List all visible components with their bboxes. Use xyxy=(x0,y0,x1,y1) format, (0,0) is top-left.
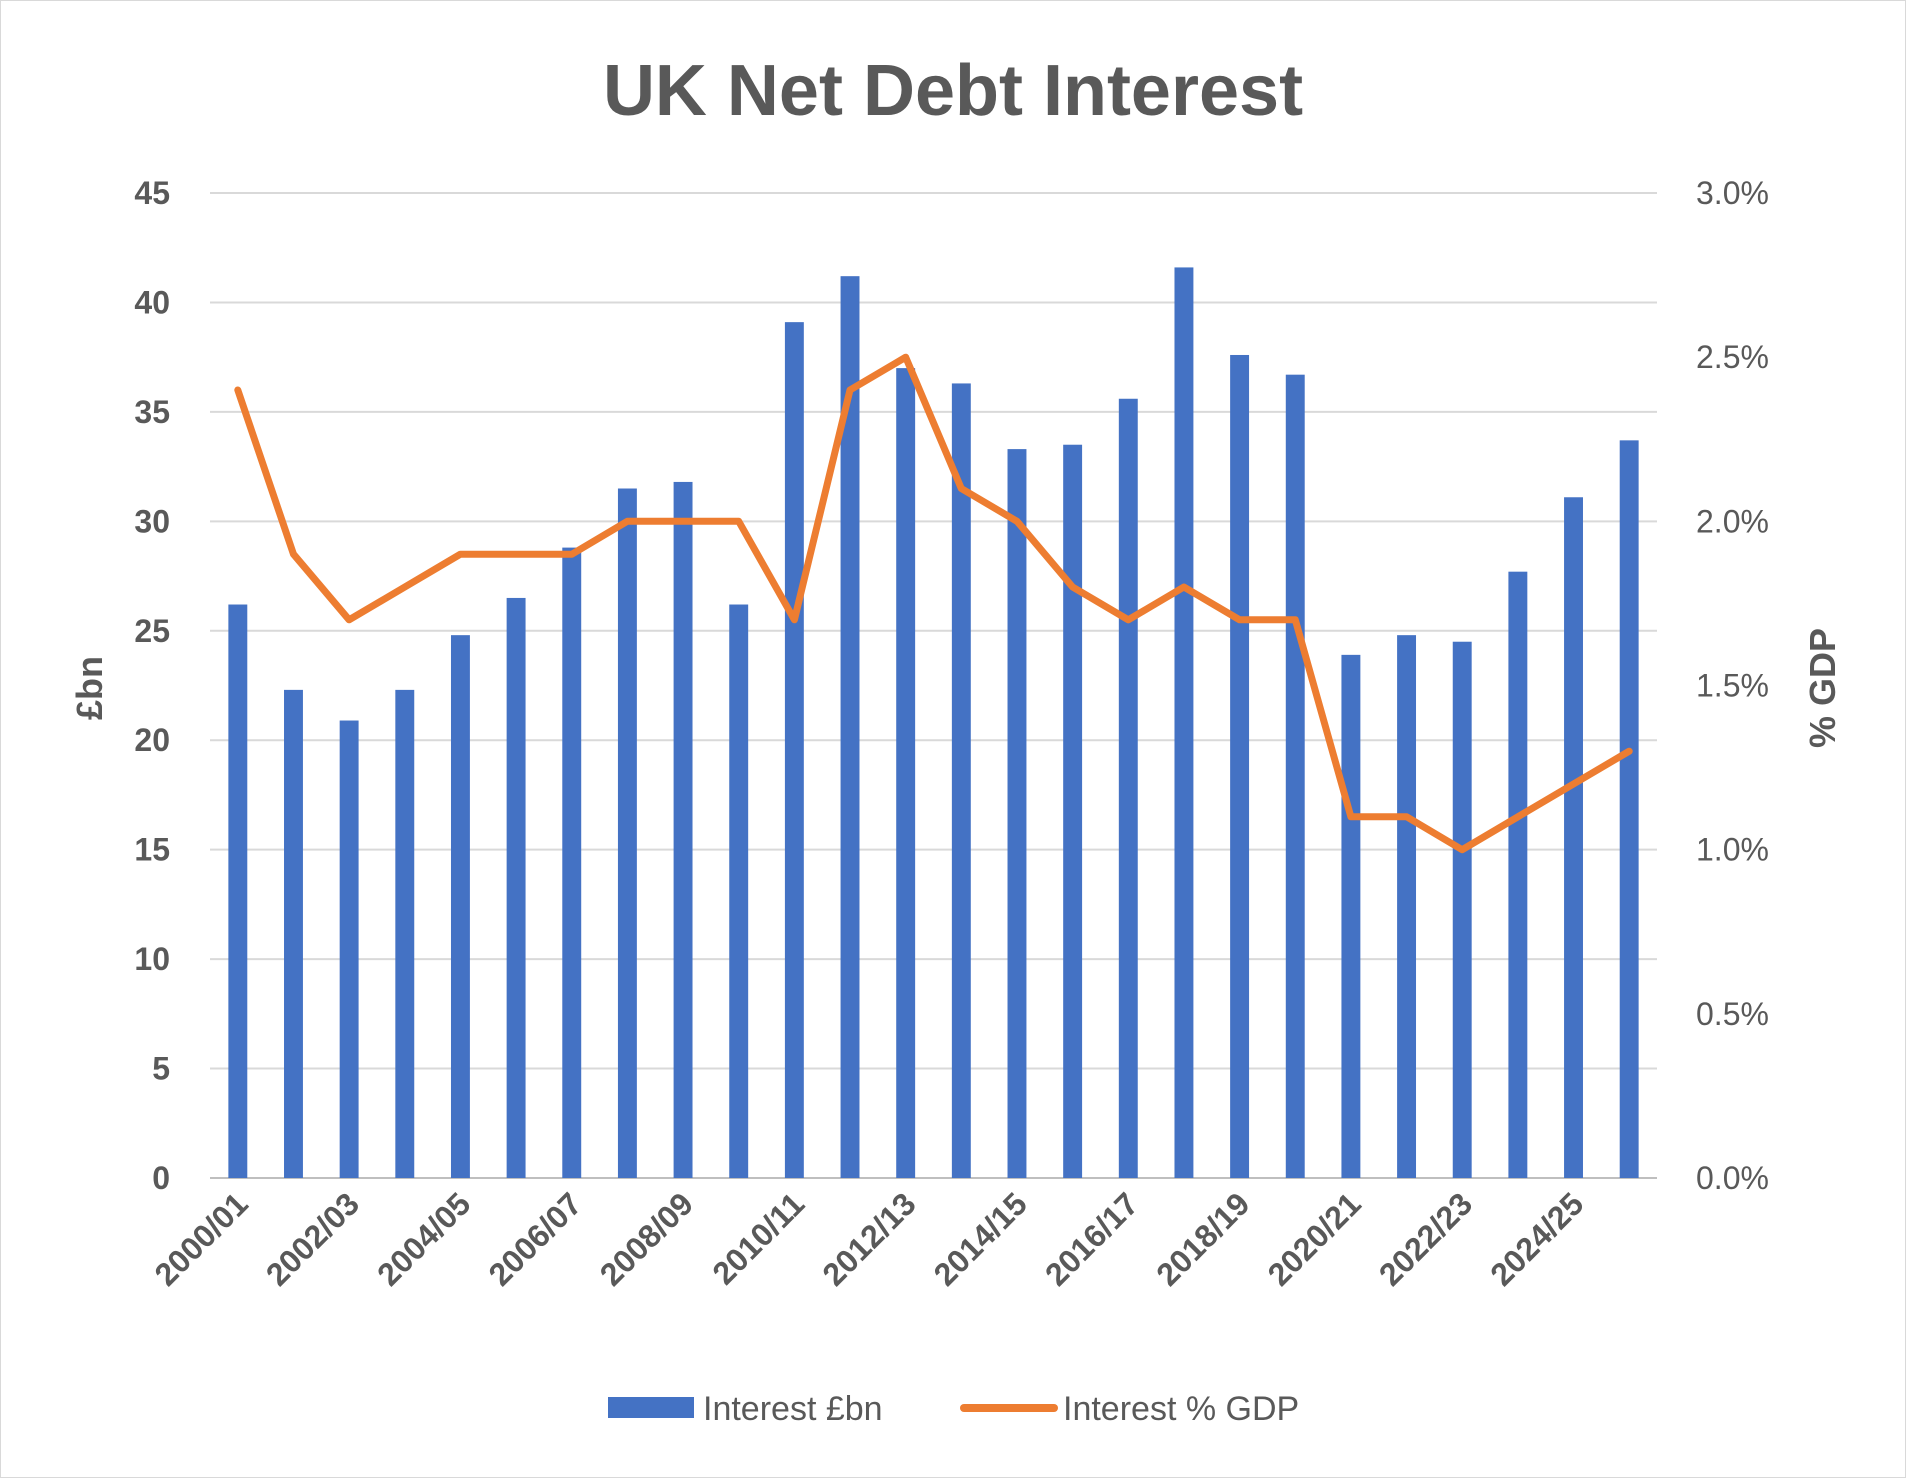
bar xyxy=(617,488,637,1178)
x-tick-label: 2016/17 xyxy=(1038,1185,1145,1292)
left-tick-label: 35 xyxy=(134,394,170,430)
bar xyxy=(450,635,470,1178)
legend-swatch-bar xyxy=(608,1397,694,1418)
x-tick-label: 2024/25 xyxy=(1483,1185,1590,1292)
bar xyxy=(1230,354,1250,1178)
x-axis-ticks: 2000/01 2002/03 2004/05 2006/07 2008/09 2010/… xyxy=(148,1185,1591,1292)
right-tick-label: 2.5% xyxy=(1696,339,1769,375)
x-tick-label: 2006/07 xyxy=(481,1185,588,1292)
x-tick-label: 2004/05 xyxy=(370,1185,477,1292)
x-tick-label: 2010/11 xyxy=(705,1185,811,1291)
x-tick-label: 2022/23 xyxy=(1372,1185,1479,1292)
bar xyxy=(506,597,526,1178)
legend: Interest £bn Interest % GDP xyxy=(608,1390,1299,1428)
left-tick-label: 25 xyxy=(134,613,170,649)
right-tick-label: 0.5% xyxy=(1696,996,1769,1032)
line-series xyxy=(234,353,1633,854)
right-tick-label: 1.0% xyxy=(1696,832,1769,868)
left-axis-ticks: 0 5 10 15 20 25 30 35 40 45 xyxy=(134,175,170,1196)
right-tick-label: 0.0% xyxy=(1696,1160,1769,1196)
x-tick-label: 2014/15 xyxy=(927,1185,1034,1292)
bar xyxy=(1174,267,1194,1178)
bar-series xyxy=(228,267,1639,1179)
gridlines xyxy=(210,192,1657,1179)
legend-label-line: Interest % GDP xyxy=(1063,1390,1299,1428)
x-tick-label: 2012/13 xyxy=(815,1185,922,1292)
bar xyxy=(1397,635,1417,1178)
bar xyxy=(1564,497,1583,1178)
x-tick-label: 2000/01 xyxy=(148,1185,255,1292)
bar xyxy=(1118,398,1138,1178)
left-tick-label: 30 xyxy=(134,503,170,539)
bar xyxy=(951,383,971,1178)
right-tick-label: 3.0% xyxy=(1696,175,1769,211)
bar xyxy=(339,720,359,1178)
bar xyxy=(395,689,415,1178)
bar xyxy=(284,689,303,1178)
series-line xyxy=(234,353,1633,854)
x-tick-label: 2002/03 xyxy=(259,1185,366,1292)
bar xyxy=(1341,654,1361,1178)
bar xyxy=(1619,440,1639,1178)
bar xyxy=(673,481,693,1178)
left-tick-label: 10 xyxy=(134,941,170,977)
left-tick-label: 15 xyxy=(134,832,170,868)
bar xyxy=(228,604,248,1178)
right-axis-title: % GDP xyxy=(1802,628,1843,748)
x-tick-label: 2008/09 xyxy=(593,1185,700,1292)
bar xyxy=(562,547,582,1178)
left-tick-label: 5 xyxy=(152,1051,170,1087)
bar xyxy=(729,604,749,1178)
bar xyxy=(1508,571,1528,1178)
x-tick-label: 2018/19 xyxy=(1149,1185,1256,1292)
bar xyxy=(896,368,916,1179)
bar xyxy=(1007,449,1027,1179)
bar xyxy=(1452,641,1472,1178)
chart-title: UK Net Debt Interest xyxy=(603,51,1303,131)
left-tick-label: 20 xyxy=(134,722,170,758)
left-tick-label: 45 xyxy=(134,175,170,211)
left-tick-label: 0 xyxy=(152,1160,170,1196)
left-axis-title: £bn xyxy=(69,656,110,720)
right-tick-label: 2.0% xyxy=(1696,503,1769,539)
bar xyxy=(1285,374,1305,1179)
right-tick-label: 1.5% xyxy=(1696,668,1769,704)
x-tick-label: 2020/21 xyxy=(1261,1185,1368,1292)
legend-label-bar: Interest £bn xyxy=(703,1390,883,1428)
left-tick-label: 40 xyxy=(134,284,170,320)
bar xyxy=(784,322,804,1179)
bar xyxy=(1063,444,1083,1178)
bar xyxy=(840,276,860,1179)
right-axis-ticks: 0.0% 0.5% 1.0% 1.5% 2.0% 2.5% 3.0% xyxy=(1696,175,1769,1196)
